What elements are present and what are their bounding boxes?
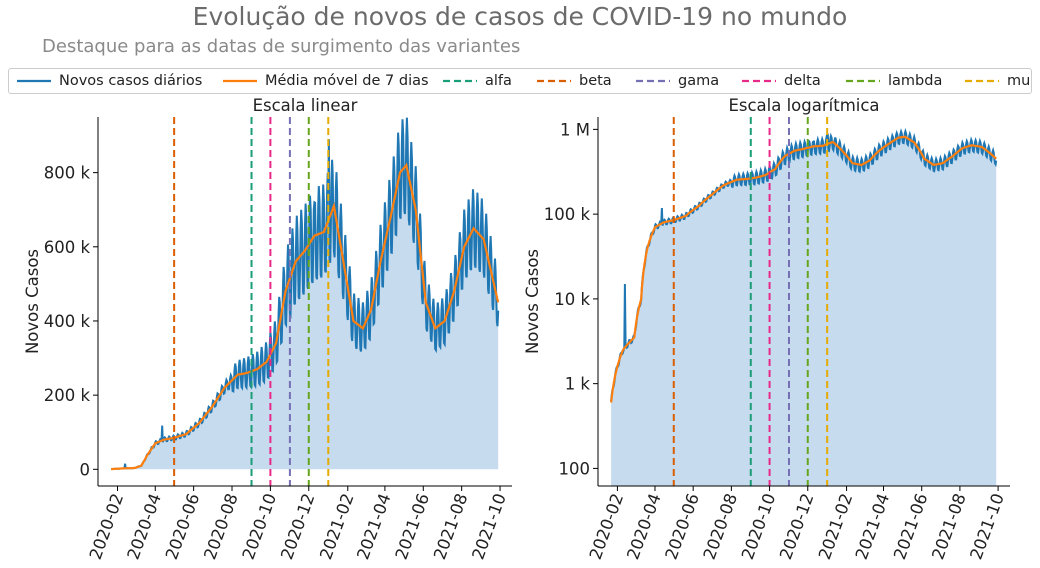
y-axis-label: Novos Casos (523, 249, 542, 354)
x-tick-label: 2020-12 (776, 491, 817, 562)
x-tick-label: 2021-10 (966, 491, 1007, 562)
panel-title: Escala logarítmica (728, 96, 879, 115)
x-tick-label: 2020-02 (86, 491, 127, 562)
legend-item-moving-average: Média móvel de 7 dias (223, 69, 429, 93)
x-tick-label: 2020-06 (162, 491, 203, 562)
legend-item-alfa: alfa (443, 69, 512, 93)
x-tick-label: 2020-12 (277, 491, 318, 562)
legend-item-lambda: lambda (846, 69, 942, 93)
legend-item-daily: Novos casos diários (17, 69, 202, 93)
y-tick-label: 0 (80, 460, 91, 479)
legend-item-gama: gama (636, 69, 719, 93)
y-axis-label: Novos Casos (23, 249, 42, 354)
x-tick-label: 2021-08 (430, 491, 471, 562)
y-tick-label: 800 k (44, 164, 91, 183)
legend-item-mu: mu (965, 69, 1030, 93)
legend-label-mu: mu (1007, 73, 1031, 89)
chart-subtitle: Destaque para as datas de surgimento das… (42, 36, 521, 57)
x-tick-label: 2021-06 (392, 491, 433, 562)
legend-label-delta: delta (784, 73, 821, 89)
legend-label-moving-average: Média móvel de 7 dias (265, 73, 429, 89)
x-tick-label: 2021-08 (928, 491, 969, 562)
x-tick-label: 2021-02 (316, 491, 357, 562)
y-tick-label: 400 k (44, 312, 91, 331)
y-tick-label: 600 k (44, 238, 91, 257)
legend-label-alfa: alfa (485, 73, 512, 89)
moving-average-line (111, 162, 500, 471)
daily-cases-line (111, 117, 500, 471)
x-tick-label: 2020-06 (661, 491, 702, 562)
legend: Novos casos diários Média móvel de 7 dia… (8, 68, 1032, 94)
x-tick-label: 2020-02 (586, 491, 627, 562)
x-tick-label: 2020-08 (200, 491, 241, 562)
y-tick-label: 10 k (554, 290, 590, 309)
chart-title: Evolução de novos de casos de COVID-19 n… (192, 2, 848, 31)
legend-item-beta: beta (537, 69, 612, 93)
x-tick-label: 2020-10 (239, 491, 280, 562)
x-tick-label: 2020-04 (124, 491, 165, 562)
y-tick-label: 200 k (44, 386, 91, 405)
y-tick-label: 100 k (544, 205, 591, 224)
legend-item-delta: delta (742, 69, 821, 93)
x-tick-label: 2021-06 (890, 491, 931, 562)
legend-label-daily: Novos casos diários (59, 73, 203, 89)
x-tick-label: 2020-08 (700, 491, 741, 562)
x-tick-label: 2020-10 (738, 491, 779, 562)
y-tick-label: 100 (559, 459, 591, 478)
y-tick-label: 1 k (565, 375, 591, 394)
legend-label-gama: gama (678, 73, 720, 89)
legend-label-beta: beta (579, 73, 612, 89)
daily-cases-area (611, 131, 997, 487)
x-tick-label: 2021-04 (852, 491, 893, 562)
y-tick-label: 1 M (560, 120, 590, 139)
x-tick-label: 2021-02 (815, 491, 856, 562)
moving-average-line (610, 135, 997, 403)
panel-title: Escala linear (253, 96, 358, 115)
legend-label-lambda: lambda (888, 73, 943, 89)
x-tick-label: 2021-10 (468, 491, 509, 562)
x-tick-label: 2021-04 (353, 491, 394, 562)
x-tick-label: 2020-04 (623, 491, 664, 562)
